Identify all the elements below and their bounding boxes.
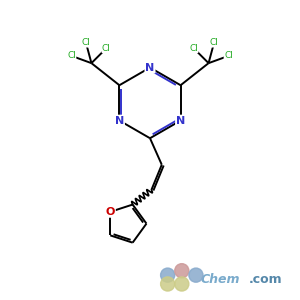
Text: O: O bbox=[106, 207, 115, 217]
Text: Cl: Cl bbox=[224, 51, 233, 60]
Circle shape bbox=[175, 277, 189, 291]
Text: N: N bbox=[146, 63, 154, 73]
Text: Cl: Cl bbox=[189, 44, 198, 52]
Text: .com: .com bbox=[249, 273, 282, 286]
Circle shape bbox=[160, 268, 175, 282]
Text: Chem: Chem bbox=[200, 273, 240, 286]
Text: Cl: Cl bbox=[82, 38, 90, 47]
Text: Cl: Cl bbox=[210, 38, 218, 47]
Circle shape bbox=[160, 277, 175, 291]
Text: N: N bbox=[115, 116, 124, 126]
Circle shape bbox=[175, 264, 189, 278]
Text: Cl: Cl bbox=[67, 51, 76, 60]
Text: Cl: Cl bbox=[102, 44, 111, 52]
Circle shape bbox=[189, 268, 203, 282]
Text: N: N bbox=[176, 116, 185, 126]
